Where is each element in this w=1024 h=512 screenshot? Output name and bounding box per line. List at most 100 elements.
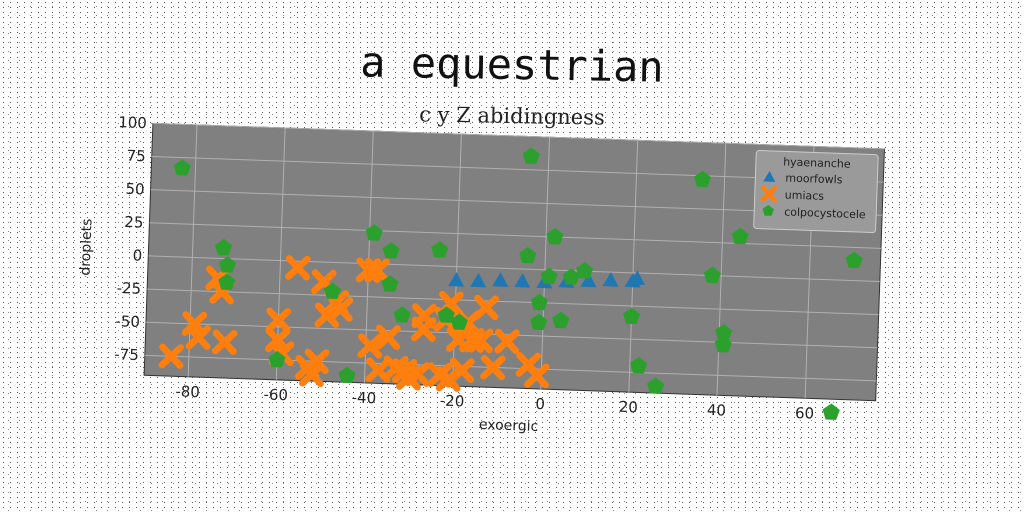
x-marker-stroke <box>158 344 184 369</box>
data-point-colpocystocele <box>218 256 236 273</box>
x-marker-stroke <box>411 317 437 342</box>
x-marker-stroke <box>449 358 475 383</box>
data-point-umiacs <box>327 296 354 322</box>
x-marker-stroke <box>311 269 337 295</box>
data-point-moorfowls <box>470 272 487 288</box>
x-marker-stroke <box>383 356 409 381</box>
x-marker-stroke <box>467 328 494 353</box>
data-point-colpocystocele <box>381 275 399 292</box>
data-point-colpocystocele <box>530 293 548 311</box>
data-point-colpocystocele <box>576 262 594 279</box>
data-point-umiacs <box>285 255 311 281</box>
data-point-colpocystocele <box>845 251 863 269</box>
legend-entry-umiacs: umiacs <box>785 188 825 202</box>
x-marker-stroke <box>265 308 292 333</box>
grid-line-y <box>148 255 880 282</box>
data-point-colpocystocele <box>703 266 722 284</box>
data-point-colpocystocele <box>540 267 558 284</box>
data-point-moorfowls <box>602 272 619 287</box>
data-point-colpocystocele <box>522 147 540 164</box>
data-point-colpocystocele <box>630 356 648 374</box>
y-tick-label: 25 <box>124 213 144 232</box>
legend-entry-colpocystocele: colpocystocele <box>784 205 866 221</box>
x-tick-label: -60 <box>263 385 288 404</box>
data-point-umiacs <box>265 307 292 333</box>
data-point-colpocystocele <box>647 377 665 394</box>
y-tick-label: 0 <box>132 246 142 264</box>
tick-labels: -80 -60 -40 -20 0 20 40 60 100 75 50 25 0 -25 -50 -75 <box>114 113 814 422</box>
data-points <box>158 147 863 420</box>
x-marker <box>760 185 778 203</box>
x-marker-stroke <box>303 349 330 374</box>
legend-entry-moorfowls: moorfowls <box>785 171 843 186</box>
data-point-umiacs <box>449 357 475 384</box>
data-point-colpocystocele <box>382 242 400 259</box>
grid-line-x <box>716 143 727 396</box>
data-point-umiacs <box>364 257 390 284</box>
x-marker-stroke <box>364 258 390 283</box>
data-point-moorfowls <box>629 270 646 285</box>
grid-line-y <box>144 354 877 382</box>
data-point-moorfowls <box>580 272 597 288</box>
data-point-colpocystocele <box>714 336 732 353</box>
data-point-colpocystocele <box>822 403 840 420</box>
y-tick-label: -25 <box>116 279 141 298</box>
data-point-colpocystocele <box>562 268 580 285</box>
x-marker-stroke <box>375 325 401 350</box>
grid-line-y <box>152 122 885 150</box>
data-point-colpocystocele <box>431 241 449 258</box>
y-axis-label: droplets <box>78 218 96 276</box>
legend-box <box>753 150 879 234</box>
data-point-umiacs <box>211 329 238 355</box>
y-tick-label: 75 <box>126 147 146 166</box>
data-point-colpocystocele <box>530 313 548 331</box>
data-point-colpocystocele <box>437 306 455 323</box>
data-point-colpocystocele <box>215 238 233 256</box>
data-point-colpocystocele <box>715 324 733 341</box>
data-point-colpocystocele <box>519 246 537 264</box>
x-marker-stroke <box>299 362 325 387</box>
data-point-colpocystocele <box>623 307 641 325</box>
data-point-colpocystocele <box>731 227 749 245</box>
x-tick-label: -20 <box>440 392 465 411</box>
x-marker-stroke <box>205 266 231 291</box>
x-axis-label: exoergic <box>479 417 539 435</box>
data-point-colpocystocele <box>218 273 236 291</box>
y-tick-label: -75 <box>114 345 139 364</box>
data-point-umiacs <box>405 361 431 387</box>
data-point-umiacs <box>375 324 401 350</box>
data-point-umiacs <box>303 348 330 375</box>
data-point-moorfowls <box>514 272 531 288</box>
x-marker-stroke <box>185 325 212 350</box>
data-point-umiacs <box>494 328 520 355</box>
x-marker-stroke <box>327 297 354 322</box>
x-marker-stroke <box>760 185 778 202</box>
x-marker-stroke <box>427 362 453 387</box>
grid-line-y <box>149 222 881 249</box>
data-point-colpocystocele <box>365 224 383 241</box>
triangle-marker <box>763 170 776 182</box>
data-point-moorfowls <box>448 271 465 287</box>
data-point-colpocystocele <box>393 306 411 323</box>
x-marker-stroke <box>211 330 238 355</box>
y-tick-label: 100 <box>118 113 147 132</box>
y-tick-label: 50 <box>125 180 145 199</box>
pentagon-marker <box>762 204 774 216</box>
x-marker-stroke <box>365 358 391 383</box>
data-point-moorfowls <box>492 272 509 287</box>
data-point-colpocystocele <box>552 311 570 329</box>
data-point-umiacs <box>480 354 506 381</box>
grid-line-x <box>187 124 198 377</box>
data-point-umiacs <box>411 316 437 342</box>
x-marker-stroke <box>285 255 311 280</box>
data-point-umiacs <box>357 333 383 359</box>
x-tick-label: 40 <box>707 401 727 420</box>
grid-line-x <box>540 137 551 390</box>
grid-line-x <box>628 140 639 393</box>
x-marker-stroke <box>494 329 520 354</box>
data-point-umiacs <box>185 324 212 350</box>
y-tick-label: -50 <box>115 312 140 331</box>
data-point-umiacs <box>524 362 550 389</box>
